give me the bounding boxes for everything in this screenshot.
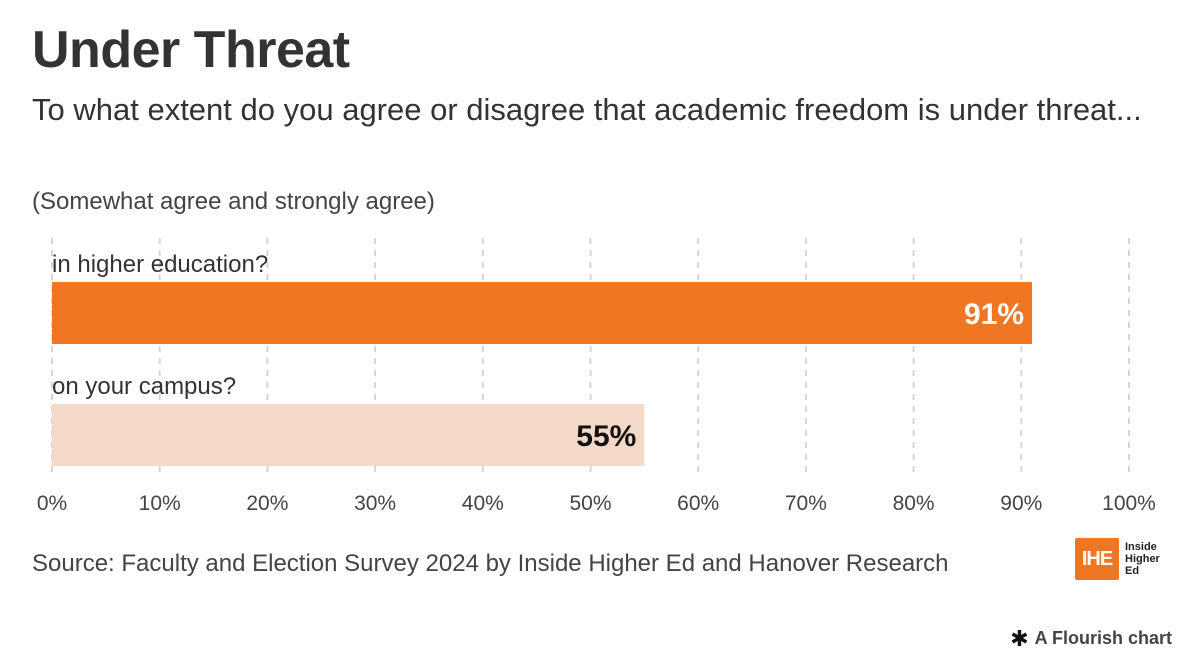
x-tick-label: 20%	[246, 492, 288, 515]
x-tick-label: 30%	[354, 492, 396, 515]
x-tick-label: 10%	[139, 492, 181, 515]
flourish-asterisk-icon: ✱	[1010, 625, 1029, 651]
chart-note: (Somewhat agree and strongly agree)	[32, 188, 435, 215]
category-label: on your campus?	[52, 373, 236, 400]
x-tick-label: 60%	[677, 492, 719, 515]
x-tick-label: 50%	[569, 492, 611, 515]
bar	[52, 404, 645, 466]
x-tick-label: 90%	[1000, 492, 1042, 515]
source-note: Source: Faculty and Election Survey 2024…	[32, 550, 949, 577]
ihe-logo-mark: IHE	[1075, 538, 1119, 580]
x-tick-label: 80%	[893, 492, 935, 515]
bar-chart: 0% 10% 20% 30% 40% 50% 60% 70% 80% 90% 100% in high…	[37, 238, 1156, 515]
flourish-credit[interactable]: ✱ A Flourish chart	[1010, 625, 1172, 651]
flourish-credit-label: A Flourish chart	[1034, 628, 1172, 648]
bar	[52, 282, 1033, 344]
ihe-logo[interactable]: IHE Inside Higher Ed	[1075, 538, 1169, 580]
chart-subtitle: To what extent do you agree or disagree …	[32, 92, 1142, 127]
x-tick-label: 70%	[785, 492, 827, 515]
data-label: 91%	[964, 298, 1024, 331]
x-tick-label: 0%	[37, 492, 67, 515]
category-label: in higher education?	[52, 251, 268, 278]
chart-title: Under Threat	[32, 21, 350, 79]
x-tick-label: 40%	[462, 492, 504, 515]
x-tick-label: 100%	[1102, 492, 1156, 515]
data-label: 55%	[576, 420, 636, 453]
ihe-logo-text: Inside Higher Ed	[1125, 541, 1160, 577]
